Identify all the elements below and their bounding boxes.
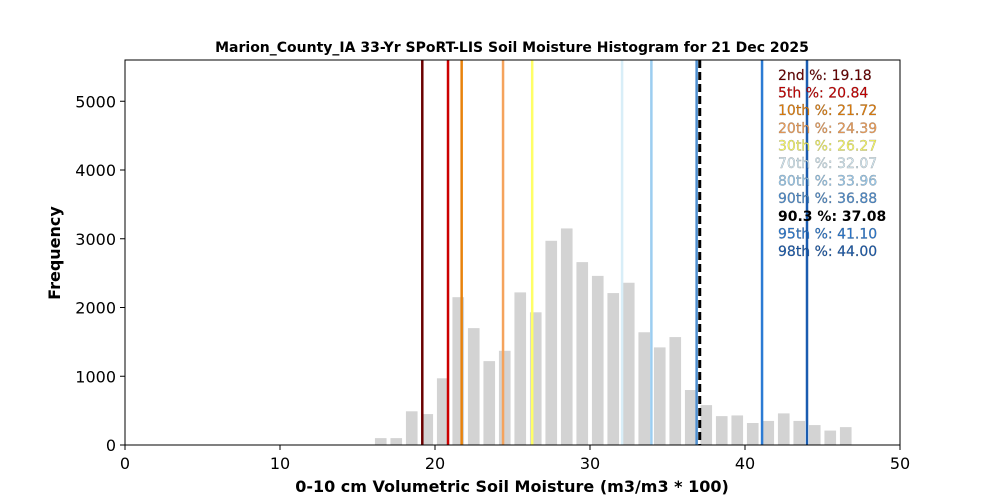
- histogram-bar-10: [529, 312, 542, 445]
- histogram-bar-7: [483, 361, 496, 445]
- y-tick-label-5: 5000: [75, 92, 116, 111]
- plot-frame: [124, 59, 901, 446]
- histogram-bar-2: [405, 411, 418, 445]
- histogram-bar-1: [390, 438, 403, 445]
- histogram-bar-23: [731, 415, 744, 445]
- x-axis-label: 0-10 cm Volumetric Soil Moisture (m3/m3 …: [295, 477, 729, 496]
- histogram-bar-22: [715, 416, 728, 445]
- y-tick-label-2: 2000: [75, 299, 116, 318]
- histogram-bar-12: [560, 228, 573, 445]
- x-tick-label-5: 50: [890, 454, 910, 473]
- histogram-bar-8: [498, 350, 511, 445]
- histogram-bar-9: [514, 292, 527, 445]
- histogram-bar-18: [653, 347, 666, 445]
- histogram-bar-3: [421, 414, 434, 445]
- x-tick-label-3: 30: [580, 454, 600, 473]
- histogram-bar-20: [684, 390, 697, 445]
- percentile-label-6: 80th %: 33.96: [778, 174, 877, 190]
- histogram-bar-15: [607, 293, 620, 445]
- histogram-bar-29: [824, 430, 837, 445]
- histogram-bar-0: [374, 438, 387, 445]
- histogram-bar-30: [839, 427, 852, 445]
- histogram-bar-5: [452, 297, 465, 445]
- percentile-label-3: 20th %: 24.39: [778, 121, 877, 137]
- y-axis-label: Frequency: [45, 206, 64, 300]
- histogram-bar-16: [622, 282, 635, 445]
- x-tick-label-2: 20: [425, 454, 445, 473]
- percentile-label-7: 90th %: 36.88: [778, 191, 877, 207]
- x-tick-label-0: 0: [120, 454, 130, 473]
- y-tick-label-4: 4000: [75, 161, 116, 180]
- histogram-bar-17: [638, 332, 651, 445]
- histogram-bar-19: [669, 337, 682, 445]
- histogram-bar-4: [436, 378, 449, 445]
- histogram-bar-13: [576, 262, 589, 445]
- percentile-label-4: 30th %: 26.27: [778, 138, 877, 154]
- histogram-bar-24: [746, 423, 759, 445]
- percentile-label-9: 95th %: 41.10: [778, 226, 877, 242]
- histogram-bar-27: [793, 420, 806, 445]
- percentile-lines-group: [421, 60, 809, 445]
- y-tick-label-1: 1000: [75, 367, 116, 386]
- percentile-label-10: 98th %: 44.00: [778, 244, 877, 260]
- histogram-bar-21: [700, 405, 713, 445]
- percentile-label-2: 10th %: 21.72: [778, 103, 877, 119]
- y-tick-label-3: 3000: [75, 230, 116, 249]
- histogram-bar-11: [545, 240, 558, 445]
- bars-group: [374, 228, 852, 445]
- y-axis-ticks: 0 1000 2000 3000 4000 5000: [75, 92, 125, 455]
- histogram-bar-6: [467, 328, 480, 445]
- histogram-bar-14: [591, 275, 604, 445]
- histogram-bar-25: [762, 420, 775, 445]
- chart-title: Marion_County_IA 33-Yr SPoRT-LIS Soil Mo…: [215, 40, 809, 56]
- x-tick-label-1: 10: [270, 454, 290, 473]
- percentile-label-0: 2nd %: 19.18: [778, 68, 872, 84]
- histogram-bar-28: [808, 425, 821, 445]
- x-tick-label-4: 40: [735, 454, 755, 473]
- percentile-label-8: 90.3 %: 37.08: [778, 209, 886, 225]
- y-tick-label-0: 0: [106, 436, 116, 455]
- x-axis-ticks: 0 10 20 30 40 50: [120, 445, 910, 473]
- percentile-label-1: 5th %: 20.84: [778, 86, 868, 102]
- percentile-label-5: 70th %: 32.07: [778, 156, 877, 172]
- histogram-bar-26: [777, 413, 790, 445]
